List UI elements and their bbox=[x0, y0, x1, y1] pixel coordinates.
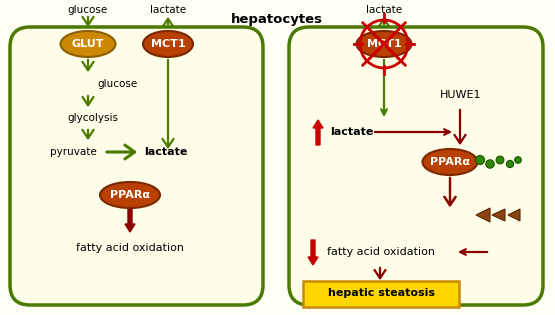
FancyArrow shape bbox=[313, 120, 323, 145]
Polygon shape bbox=[508, 209, 520, 221]
FancyArrow shape bbox=[308, 240, 318, 265]
FancyBboxPatch shape bbox=[289, 27, 543, 305]
Ellipse shape bbox=[356, 31, 411, 57]
Text: glucose: glucose bbox=[68, 5, 108, 15]
Text: PPARα: PPARα bbox=[430, 157, 470, 167]
Ellipse shape bbox=[143, 31, 193, 57]
Ellipse shape bbox=[422, 149, 477, 175]
Circle shape bbox=[476, 156, 485, 164]
Polygon shape bbox=[492, 209, 505, 221]
Text: pyruvate: pyruvate bbox=[50, 147, 97, 157]
Text: lactate: lactate bbox=[330, 127, 374, 137]
Text: glycolysis: glycolysis bbox=[67, 113, 118, 123]
Text: MCT1: MCT1 bbox=[367, 39, 401, 49]
Text: GLUT: GLUT bbox=[72, 39, 104, 49]
Circle shape bbox=[486, 160, 494, 168]
Text: HUWE1: HUWE1 bbox=[440, 90, 482, 100]
Text: MCT1: MCT1 bbox=[151, 39, 185, 49]
Text: glucose: glucose bbox=[97, 79, 137, 89]
Text: hepatocytes: hepatocytes bbox=[231, 14, 323, 26]
Ellipse shape bbox=[60, 31, 115, 57]
FancyBboxPatch shape bbox=[10, 27, 263, 305]
Text: lactate: lactate bbox=[150, 5, 186, 15]
FancyArrow shape bbox=[125, 208, 135, 232]
Text: lactate: lactate bbox=[366, 5, 402, 15]
Text: fatty acid oxidation: fatty acid oxidation bbox=[327, 247, 435, 257]
FancyBboxPatch shape bbox=[303, 281, 459, 307]
Circle shape bbox=[514, 157, 521, 163]
Circle shape bbox=[506, 160, 513, 168]
Text: fatty acid oxidation: fatty acid oxidation bbox=[76, 243, 184, 253]
Ellipse shape bbox=[100, 182, 160, 208]
Text: hepatic steatosis: hepatic steatosis bbox=[327, 288, 435, 298]
Text: lactate: lactate bbox=[144, 147, 188, 157]
Circle shape bbox=[496, 156, 504, 164]
Polygon shape bbox=[476, 208, 490, 222]
Text: PPARα: PPARα bbox=[110, 190, 150, 200]
